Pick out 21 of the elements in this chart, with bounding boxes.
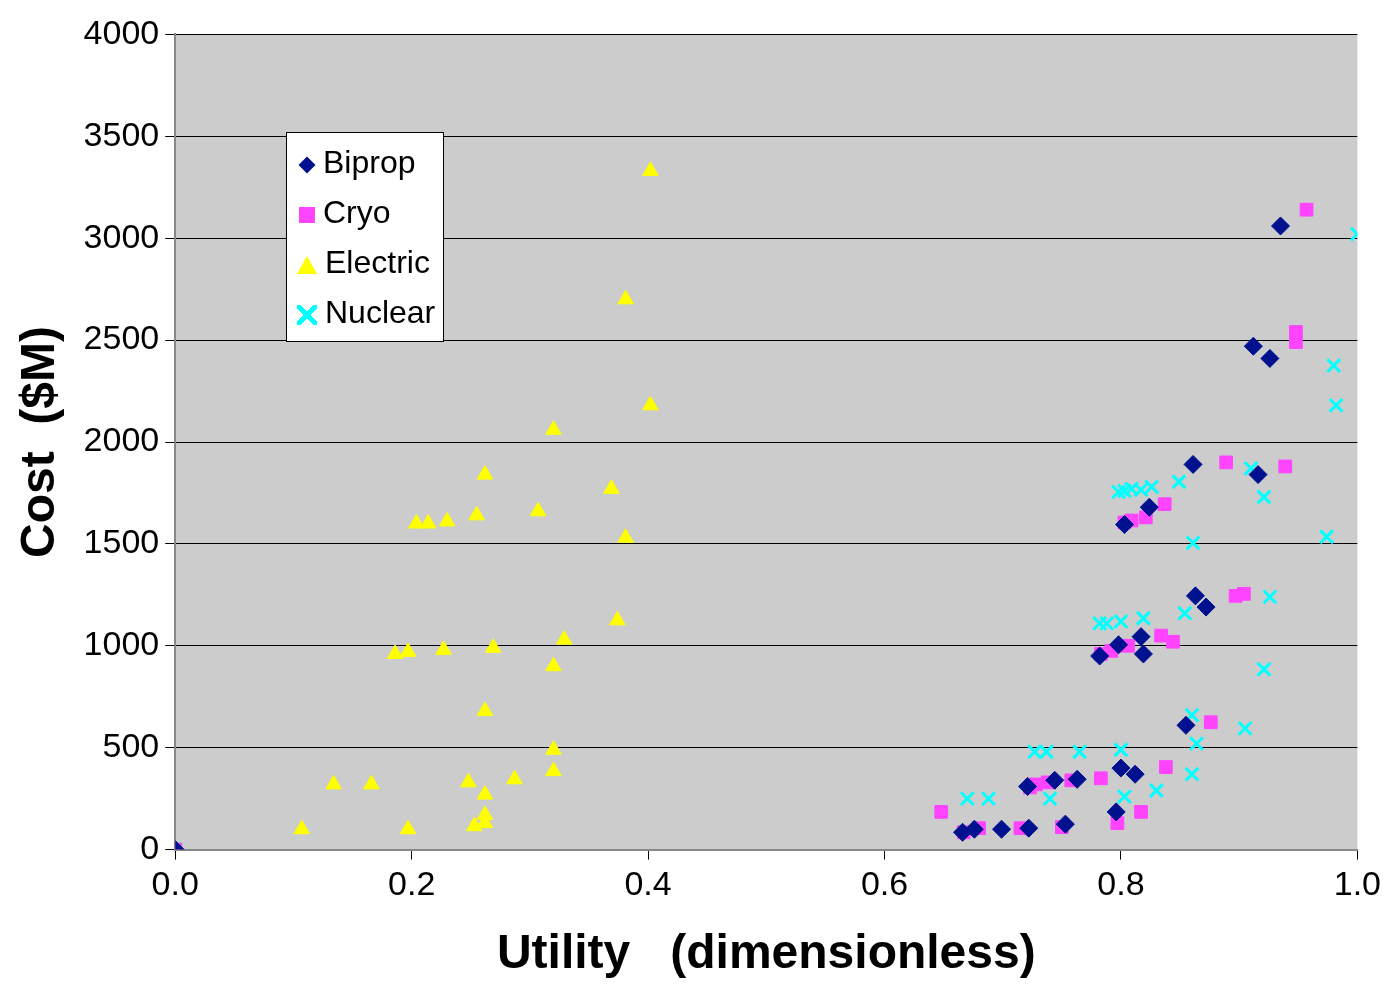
x-tick-label: 0.8 — [1097, 864, 1145, 903]
legend-label: Biprop — [323, 144, 416, 180]
x-tick-label: 0.6 — [860, 864, 909, 903]
y-tick-label: 1000 — [83, 624, 160, 663]
x-axis-title: Utility (dimensionless) — [496, 925, 1036, 979]
y-tick-label: 0 — [140, 827, 160, 866]
x-tick-label: 0.2 — [388, 864, 436, 903]
x-tick-label: 1.0 — [1333, 864, 1381, 903]
legend-label: Nuclear — [325, 294, 436, 330]
x-tick-label: 0.0 — [151, 864, 199, 903]
y-tick-label: 2500 — [83, 318, 160, 357]
y-tick-label: 3000 — [83, 216, 160, 255]
y-tick-label: 3500 — [83, 114, 160, 153]
y-tick-label: 2000 — [83, 420, 160, 459]
y-axis-title: Cost ($M) — [11, 326, 65, 558]
y-tick-label: 500 — [102, 726, 160, 765]
y-tick-label: 4000 — [83, 12, 160, 51]
legend-label: Cryo — [323, 194, 391, 230]
legend-label: Electric — [325, 244, 430, 280]
y-tick-label: 1500 — [83, 522, 160, 561]
x-tick-label: 0.4 — [624, 864, 672, 903]
